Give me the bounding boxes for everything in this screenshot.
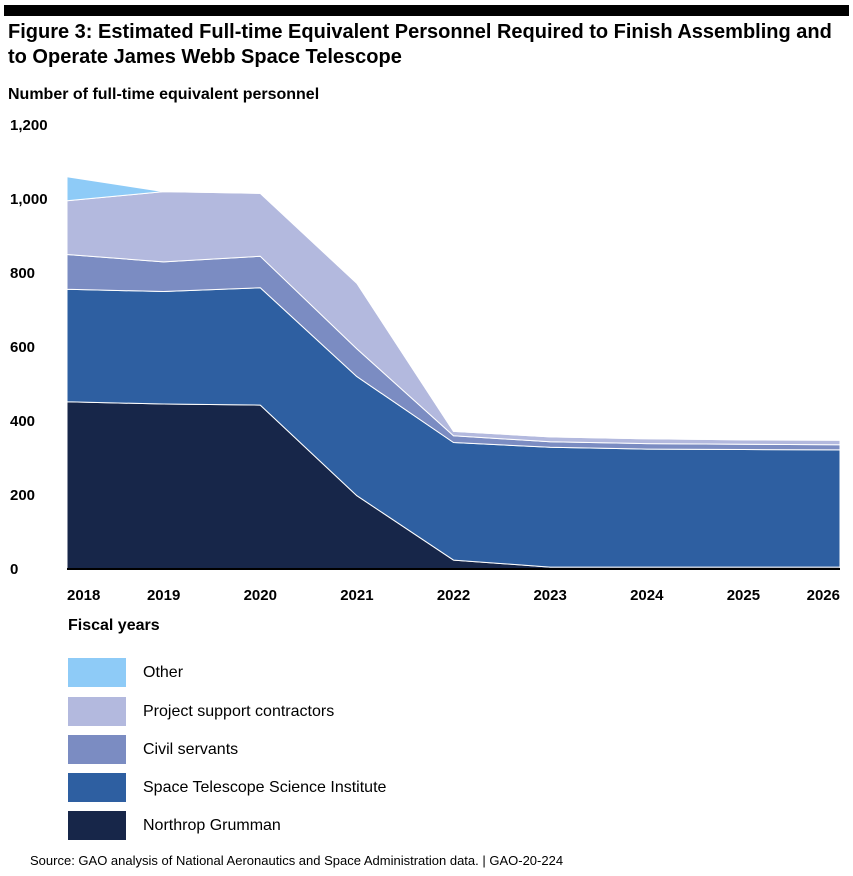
legend-swatch-project-support-contractors — [68, 697, 126, 726]
x-tick-label: 2025 — [727, 587, 760, 604]
x-tick-label: 2026 — [807, 587, 840, 604]
legend-item-northrop-grumman: Northrop Grumman — [68, 811, 468, 840]
tick-labels: 0 200 400 600 800 1,000 1,200 2018 2019 2020 2021 2… — [10, 117, 840, 604]
x-tick-label: 2022 — [437, 587, 470, 604]
legend-label-stsci: Space Telescope Science Institute — [143, 779, 387, 796]
legend-label-other: Other — [143, 664, 184, 681]
header-bar — [4, 5, 849, 16]
legend-item-other: Other — [68, 658, 468, 687]
legend-label-northrop-grumman: Northrop Grumman — [143, 817, 281, 834]
legend-swatch-other — [68, 658, 126, 687]
legend-item-project-support-contractors: Project support contractors — [68, 697, 468, 726]
legend-label-project-support-contractors: Project support contractors — [143, 703, 335, 720]
x-tick-label: 2024 — [630, 587, 664, 604]
series-areas — [66, 176, 841, 570]
chart-title: Figure 3: Estimated Full-time Equivalent… — [8, 21, 832, 68]
legend-label-civil-servants: Civil servants — [143, 741, 239, 758]
y-tick-label: 400 — [10, 413, 35, 430]
y-tick-label: 1,000 — [10, 191, 48, 208]
y-tick-label: 800 — [10, 265, 35, 282]
y-tick-label: 200 — [10, 487, 35, 504]
x-tick-label: 2020 — [244, 587, 277, 604]
legend-item-stsci: Space Telescope Science Institute — [68, 773, 468, 802]
legend-swatch-civil-servants — [68, 735, 126, 764]
area-other — [66, 176, 841, 441]
y-tick-label: 600 — [10, 339, 35, 356]
legend-swatch-stsci — [68, 773, 126, 802]
x-tick-label: 2019 — [147, 587, 180, 604]
legend-swatch-northrop-grumman — [68, 811, 126, 840]
x-tick-label: 2018 — [67, 587, 100, 604]
y-tick-label: 0 — [10, 561, 18, 578]
y-tick-label: 1,200 — [10, 117, 48, 134]
x-tick-label: 2021 — [340, 587, 373, 604]
y-axis-label: Number of full-time equivalent personnel — [8, 86, 320, 103]
legend-item-civil-servants: Civil servants — [68, 735, 468, 764]
x-tick-label: 2023 — [533, 587, 566, 604]
source-note: Source: GAO analysis of National Aeronau… — [30, 853, 564, 868]
x-axis-label: Fiscal years — [68, 617, 160, 634]
stacked-area-chart: 0 200 400 600 800 1,000 1,200 2018 2019 2020 2021 2… — [10, 117, 841, 604]
